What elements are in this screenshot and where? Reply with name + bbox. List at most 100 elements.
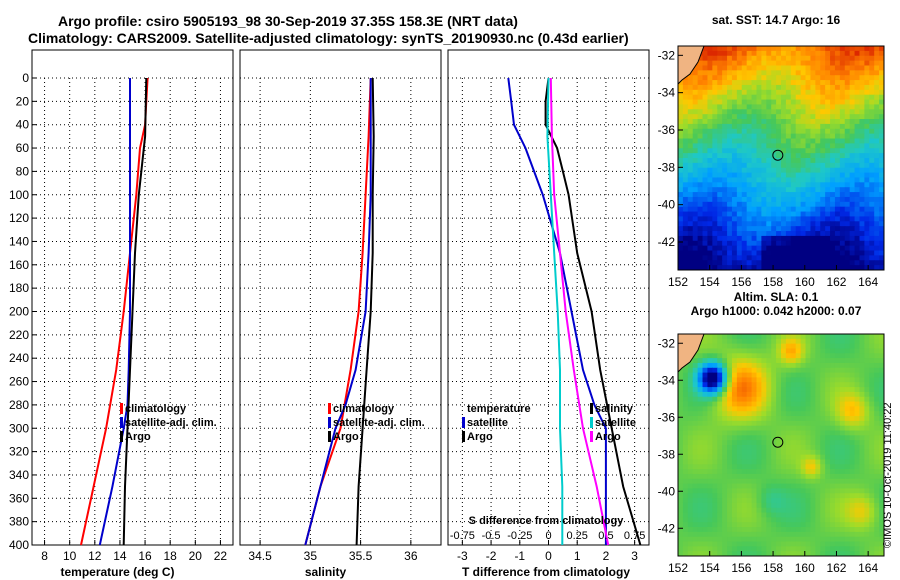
- sst-map-cell: [766, 138, 772, 144]
- depth-tick-label: 60: [16, 141, 30, 155]
- sla-map-cell: [756, 449, 762, 456]
- sla-map-cell: [844, 522, 851, 528]
- sst-map-cell: [761, 65, 767, 71]
- sla-map-cell: [825, 449, 831, 456]
- sst-map-cell: [830, 123, 836, 130]
- sst-map-cell: [766, 235, 772, 242]
- sst-map-cell: [795, 167, 802, 174]
- sla-map-cell: [712, 517, 718, 523]
- sst-map-cell: [697, 75, 704, 81]
- sla-map-cell: [790, 372, 797, 379]
- sla-map-cell: [751, 362, 758, 369]
- sla-map-cell: [712, 420, 718, 427]
- sla-map-cell: [785, 517, 792, 523]
- sst-map-cell: [864, 240, 870, 247]
- sla-map-cell: [702, 478, 709, 485]
- sst-map-cell: [761, 46, 767, 52]
- sla-map-cell: [869, 517, 875, 523]
- sst-map-cell: [854, 104, 861, 110]
- sla-map-cell: [869, 493, 875, 499]
- sla-map-cell: [781, 338, 787, 345]
- sla-map-cell: [741, 454, 748, 461]
- sst-map-cell: [756, 50, 762, 57]
- sla-map-cell: [874, 541, 880, 547]
- sla-map-cell: [678, 469, 684, 475]
- sst-map-cell: [678, 119, 684, 125]
- sla-map-cell: [722, 445, 728, 451]
- sla-map-cell: [790, 353, 797, 359]
- sst-map-cell: [849, 80, 856, 86]
- sst-map-cell: [707, 231, 713, 237]
- sla-map-cell: [717, 541, 723, 547]
- sst-map-cell: [682, 119, 689, 125]
- sst-map-cell: [805, 158, 812, 164]
- sla-map-cell: [820, 522, 826, 528]
- sst-map-cell: [785, 196, 792, 203]
- sst-map-cell: [731, 50, 738, 57]
- sla-map-cell: [702, 551, 709, 556]
- sla-map-cell: [697, 420, 704, 427]
- sla-map-cell: [712, 507, 718, 514]
- sst-map-cell: [746, 50, 753, 57]
- sla-map-cell: [727, 536, 733, 543]
- sst-map-cell: [712, 172, 718, 179]
- sst-map-cell: [844, 162, 851, 169]
- sst-map-cell: [687, 104, 694, 110]
- sla-map-cell: [854, 440, 861, 446]
- sla-map-cell: [874, 377, 880, 383]
- sst-map-cell: [825, 211, 831, 218]
- sla-map-cell: [751, 445, 758, 451]
- sst-map-cell: [825, 60, 831, 67]
- depth-tick-label: 80: [16, 164, 30, 178]
- sst-map-cell: [810, 260, 816, 266]
- sst-map-cell: [849, 245, 856, 252]
- sst-map-cell: [879, 148, 884, 154]
- sst-map-cell: [741, 231, 748, 237]
- sla-map-cell: [771, 483, 777, 490]
- sla-map-cell: [692, 401, 699, 407]
- sst-map-cell: [712, 211, 718, 218]
- sst-map-cell: [702, 89, 709, 96]
- sla-map-cell: [859, 517, 865, 523]
- sst-map-cell: [682, 265, 689, 270]
- sla-map-cell: [800, 440, 807, 446]
- sla-map-cell: [790, 454, 797, 461]
- sst-map-cell: [800, 260, 807, 266]
- sla-map-cell: [839, 454, 846, 461]
- sla-map-cell: [815, 473, 821, 480]
- sst-map-cell: [766, 211, 772, 218]
- sla-map-cell: [712, 473, 718, 480]
- sla-map-cell: [800, 483, 807, 490]
- sst-map-cell: [849, 99, 856, 106]
- sst-map-cell: [682, 99, 689, 106]
- sst-map-cell: [682, 182, 689, 188]
- sst-map-cell: [859, 89, 865, 96]
- sst-map-cell: [692, 148, 699, 154]
- sla-map-cell: [825, 430, 831, 436]
- sst-map-cell: [722, 192, 728, 198]
- sst-map-cell: [805, 260, 812, 266]
- sst-map-cell: [707, 177, 713, 183]
- sst-map-cell: [717, 182, 723, 188]
- sla-map-cell: [727, 425, 733, 432]
- sla-map-cell: [736, 531, 743, 538]
- sla-map-cell: [766, 527, 772, 533]
- sst-map-cell: [834, 80, 841, 86]
- sst-map-cell: [859, 231, 865, 237]
- sla-map-cell: [795, 454, 802, 461]
- sla-map-cell: [717, 517, 723, 523]
- sla-map-cell: [815, 507, 821, 514]
- sst-map-cell: [687, 260, 694, 266]
- sla-map-cell: [731, 478, 738, 485]
- sla-map-cell: [795, 536, 802, 543]
- sla-map-cell: [825, 536, 831, 543]
- sla-map-cell: [712, 459, 718, 465]
- sla-map-cell: [678, 449, 684, 456]
- sst-map-cell: [879, 114, 884, 120]
- sst-map-cell: [874, 133, 880, 140]
- sst-map-cell: [746, 245, 753, 252]
- sla-map-cell: [678, 517, 684, 523]
- sst-map-cell: [751, 60, 758, 67]
- sla-map-cell: [727, 435, 733, 441]
- sst-map-cell: [844, 255, 851, 261]
